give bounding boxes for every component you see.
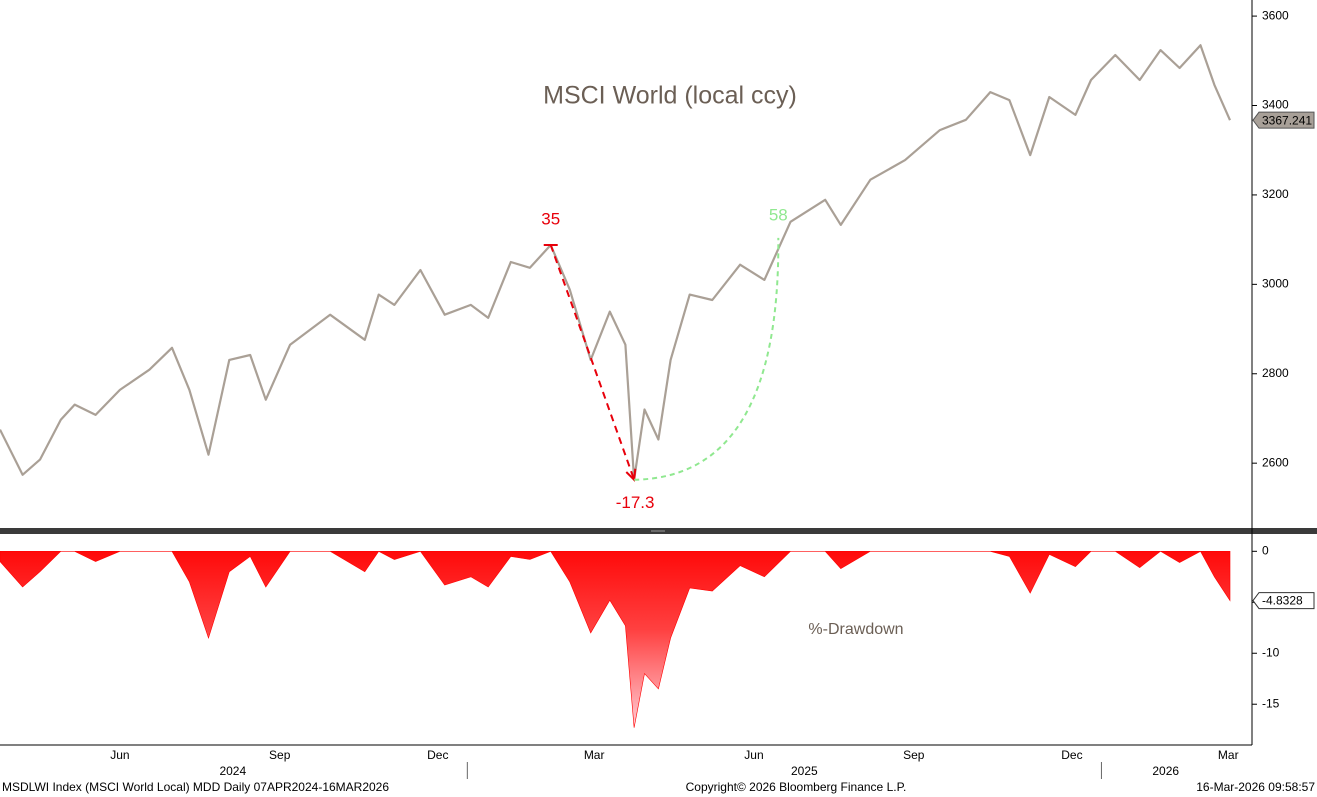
price-line (0, 44, 1232, 481)
x-tick-label: Sep (903, 748, 925, 762)
y-tick-label: -15 (1262, 696, 1280, 710)
recovery-curve (634, 237, 780, 481)
y-tick-label: 0 (1262, 543, 1269, 557)
x-tick-label: Jun (110, 748, 129, 762)
chart-title: MSCI World (local ccy) (543, 82, 797, 110)
y-tick-label: 3600 (1262, 8, 1289, 22)
annotation-label: 35 (541, 209, 560, 228)
y-tick-label: -10 (1262, 645, 1280, 659)
footer-left: MSDLWI Index (MSCI World Local) MDD Dail… (2, 780, 389, 794)
drawdown-area (0, 550, 1231, 728)
annotation-label: -17.3 (616, 493, 655, 512)
x-tick-label: Mar (1218, 748, 1239, 762)
x-tick-label: Dec (427, 748, 448, 762)
footer-center: Copyright© 2026 Bloomberg Finance L.P. (686, 780, 907, 794)
last-value-label: -4.8328 (1262, 594, 1303, 608)
y-tick-label: 2600 (1262, 455, 1289, 469)
x-tick-label: Sep (269, 748, 291, 762)
y-tick-label: 2800 (1262, 366, 1289, 380)
x-tick-label: Jun (744, 748, 763, 762)
y-tick-label: 3000 (1262, 277, 1289, 291)
last-value-tag (1252, 111, 1315, 129)
panel-title: %-Drawdown (808, 621, 903, 638)
x-tick-label: Dec (1061, 748, 1082, 762)
year-label: 2025 (791, 764, 818, 778)
last-value-label: 3367.241 (1262, 113, 1312, 127)
year-label: 2026 (1152, 764, 1179, 778)
y-tick-label: 3400 (1262, 98, 1289, 112)
drawdown-arrow (549, 244, 636, 481)
y-tick-label: 3200 (1262, 187, 1289, 201)
annotation-label: 58 (769, 205, 788, 224)
x-tick-label: Mar (584, 748, 605, 762)
footer-right: 16-Mar-2026 09:58:57 (1196, 780, 1315, 794)
year-label: 2024 (219, 764, 246, 778)
last-value-tag (1252, 592, 1315, 610)
